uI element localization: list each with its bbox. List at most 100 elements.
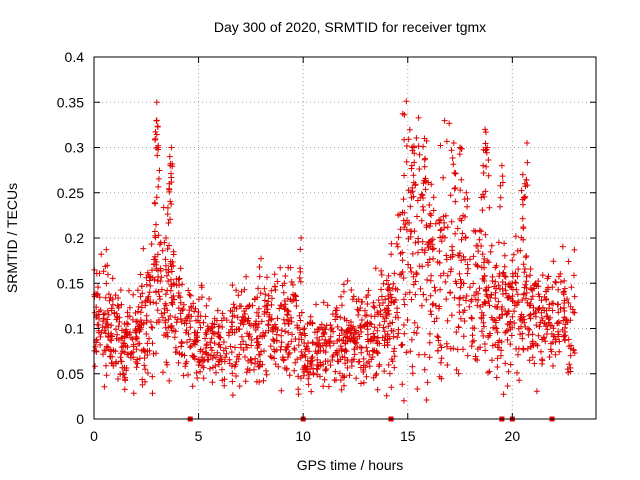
data-point: [200, 319, 207, 326]
data-point: [281, 320, 288, 327]
data-point: [388, 298, 395, 305]
data-point: [494, 329, 501, 336]
data-point: [522, 254, 529, 261]
data-point: [323, 322, 330, 329]
data-point: [410, 281, 417, 288]
data-point: [353, 375, 360, 382]
data-point: [94, 291, 101, 297]
data-point: [388, 384, 395, 391]
data-point: [407, 264, 414, 271]
data-point: [549, 300, 555, 307]
data-point: [551, 333, 558, 340]
data-point: [520, 225, 527, 232]
data-point: [202, 335, 208, 342]
data-point: [325, 383, 332, 390]
data-point: [107, 353, 114, 360]
data-point: [193, 333, 200, 339]
data-point: [374, 386, 381, 393]
data-point: [420, 291, 427, 298]
data-point: [566, 361, 573, 368]
data-point: [549, 322, 555, 329]
data-point: [422, 186, 429, 193]
data-point: [153, 194, 160, 201]
data-point: [382, 296, 389, 303]
data-point: [428, 212, 435, 219]
data-point: [384, 331, 391, 338]
data-point: [138, 283, 145, 290]
data-point: [427, 223, 433, 230]
y-tick-label: 0.4: [65, 49, 85, 65]
data-point: [405, 235, 412, 242]
data-point: [173, 276, 180, 282]
data-point: [220, 347, 227, 354]
data-point: [109, 296, 116, 303]
data-point: [374, 335, 381, 341]
data-point: [385, 323, 392, 330]
data-point: [315, 339, 322, 346]
data-point: [456, 295, 463, 302]
data-point: [186, 318, 193, 324]
data-point: [522, 193, 528, 200]
data-point: [191, 308, 198, 315]
data-point: [291, 345, 298, 352]
data-point: [523, 289, 530, 296]
data-point: [221, 376, 228, 383]
data-point: [135, 303, 142, 310]
data-point: [229, 370, 236, 377]
data-point: [392, 285, 399, 292]
data-point: [108, 305, 115, 312]
data-point: [478, 328, 485, 335]
data-point: [404, 317, 411, 323]
data-point: [394, 334, 401, 341]
data-point: [509, 257, 516, 264]
data-point: [318, 321, 325, 328]
data-point: [497, 194, 504, 201]
data-point: [494, 355, 501, 362]
data-point: [482, 347, 489, 354]
data-point: [401, 209, 408, 216]
data-point: [226, 356, 233, 363]
data-point: [480, 301, 486, 308]
data-point: [290, 281, 296, 288]
data-point: [541, 307, 548, 314]
data-point: [438, 238, 445, 245]
data-point: [166, 377, 173, 384]
data-point: [238, 303, 245, 310]
data-point: [556, 348, 563, 355]
data-point: [539, 356, 545, 363]
data-point: [281, 280, 288, 287]
data-point: [194, 375, 201, 381]
data-point: [205, 325, 212, 332]
data-point: [213, 369, 219, 376]
data-point: [315, 326, 322, 333]
data-point: [208, 325, 215, 331]
data-point: [268, 354, 275, 361]
data-point: [263, 371, 270, 378]
data-point: [520, 345, 527, 352]
data-point: [149, 340, 156, 347]
data-point: [437, 142, 444, 149]
data-point: [282, 328, 289, 335]
data-point: [495, 282, 502, 289]
data-point: [509, 313, 516, 320]
data-point: [417, 285, 424, 292]
data-point: [521, 180, 528, 187]
data-point: [203, 331, 210, 338]
data-point: [136, 355, 143, 362]
data-point: [297, 278, 304, 285]
data-point: [373, 370, 380, 377]
data-point: [333, 376, 339, 383]
data-point: [154, 307, 161, 314]
data-point: [436, 219, 443, 226]
data-point: [109, 301, 116, 308]
data-point: [386, 287, 392, 294]
data-point: [406, 219, 413, 226]
data-point: [341, 382, 347, 389]
data-point: [268, 287, 275, 294]
data-point: [469, 338, 476, 345]
data-point: [486, 368, 493, 375]
data-point: [564, 296, 570, 302]
data-point: [424, 276, 431, 283]
data-point: [133, 327, 140, 334]
data-point: [116, 318, 123, 325]
